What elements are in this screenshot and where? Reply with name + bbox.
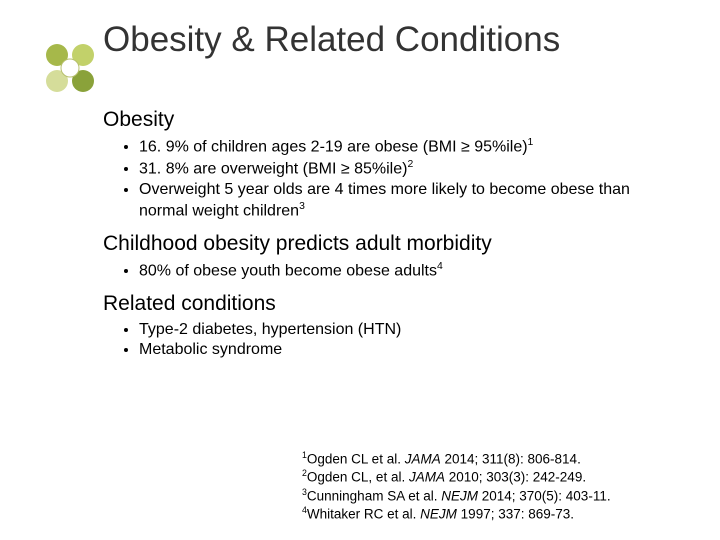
bullet-item: 31. 8% are overweight (BMI ≥ 85%ile)2 [139, 158, 663, 180]
references-block: 1Ogden CL et al. JAMA 2014; 311(8): 806-… [302, 450, 611, 524]
bullet-item: 80% of obese youth become obese adults4 [139, 260, 663, 282]
section-heading: Related conditions [103, 292, 663, 316]
reference-line: 2Ogden CL, et al. JAMA 2010; 303(3): 242… [302, 468, 611, 486]
bullet-item: 16. 9% of children ages 2-19 are obese (… [139, 136, 663, 158]
bullet-list: Type-2 diabetes, hypertension (HTN) Meta… [103, 320, 663, 361]
logo-icon [42, 40, 98, 96]
reference-line: 3Cunningham SA et al. NEJM 2014; 370(5):… [302, 487, 611, 505]
bullet-item: Type-2 diabetes, hypertension (HTN) [139, 320, 663, 340]
bullet-item: Overweight 5 year olds are 4 times more … [139, 180, 663, 222]
bullet-list: 16. 9% of children ages 2-19 are obese (… [103, 136, 663, 222]
slide-title: Obesity & Related Conditions [103, 20, 560, 60]
section-heading: Obesity [103, 108, 663, 132]
section-heading: Childhood obesity predicts adult morbidi… [103, 232, 663, 256]
bullet-list: 80% of obese youth become obese adults4 [103, 260, 663, 282]
reference-line: 4Whitaker RC et al. NEJM 1997; 337: 869-… [302, 505, 611, 523]
slide-content: Obesity 16. 9% of children ages 2-19 are… [103, 102, 663, 371]
bullet-item: Metabolic syndrome [139, 340, 663, 360]
reference-line: 1Ogden CL et al. JAMA 2014; 311(8): 806-… [302, 450, 611, 468]
